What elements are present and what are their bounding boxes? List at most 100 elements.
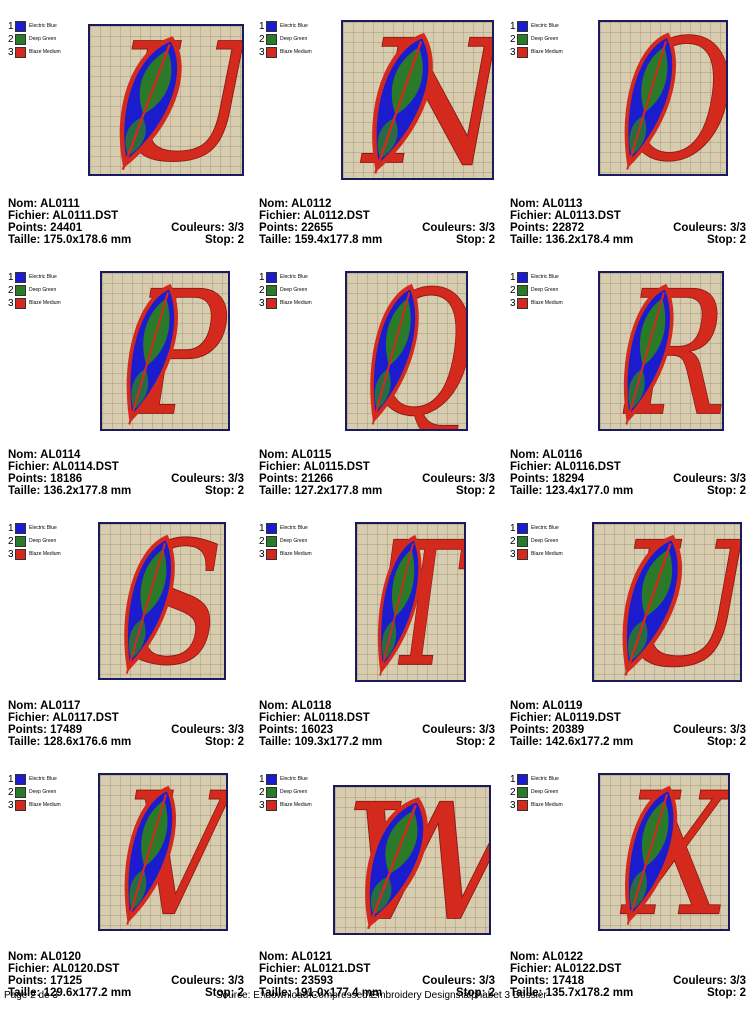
stop-count: Stop: 2 bbox=[456, 485, 495, 497]
thread-number: 1 bbox=[8, 773, 14, 785]
thread-number: 2 bbox=[8, 535, 14, 547]
embroidery-preview: N bbox=[341, 20, 494, 180]
thread-number: 3 bbox=[259, 799, 265, 811]
thread-name: Electric Blue bbox=[531, 776, 559, 782]
feather-motif bbox=[377, 534, 422, 676]
design-name: Nom: AL0111 bbox=[8, 198, 80, 210]
feather-motif bbox=[624, 32, 676, 171]
thread-swatch bbox=[266, 523, 277, 534]
thread-legend-item: 1 Electric Blue bbox=[510, 773, 590, 786]
thread-name: Deep Green bbox=[29, 789, 57, 795]
design-size: Taille: 175.0x178.6 mm bbox=[8, 234, 132, 246]
thread-swatch bbox=[266, 787, 277, 798]
feather-motif bbox=[622, 534, 682, 676]
stitch-count: Points: 17489 bbox=[8, 724, 83, 736]
color-count: Couleurs: 3/3 bbox=[171, 222, 244, 234]
thread-name: Electric Blue bbox=[280, 776, 308, 782]
thread-number: 3 bbox=[510, 46, 516, 58]
thread-name: Deep Green bbox=[531, 789, 559, 795]
thread-legend-item: 3 Blaze Medium bbox=[259, 297, 339, 310]
thread-number: 3 bbox=[259, 297, 265, 309]
thread-name: Deep Green bbox=[280, 287, 308, 293]
thread-swatch bbox=[517, 298, 528, 309]
design-name: Nom: AL0118 bbox=[259, 700, 332, 712]
thread-legend-item: 3 Blaze Medium bbox=[510, 46, 590, 59]
letter-artwork: R bbox=[622, 273, 722, 429]
design-name: Nom: AL0122 bbox=[510, 951, 584, 963]
letter-artwork: O bbox=[621, 22, 726, 174]
stitch-count: Points: 21266 bbox=[259, 473, 334, 485]
thread-name: Electric Blue bbox=[29, 274, 57, 280]
stop-count: Stop: 2 bbox=[205, 987, 244, 999]
letter-artwork: N bbox=[359, 22, 492, 178]
thread-legend-item: 2 Deep Green bbox=[510, 284, 590, 297]
embroidery-preview: U bbox=[592, 522, 742, 682]
design-info: Nom: AL0112 Fichier: AL0112.DST Points: 22… bbox=[259, 198, 495, 246]
design-file: Fichier: AL0118.DST bbox=[259, 712, 370, 724]
thread-number: 1 bbox=[510, 773, 516, 785]
thread-legend: 1 Electric Blue 2 Deep Green 3 Blaze Medium bbox=[8, 271, 88, 310]
color-count: Couleurs: 3/3 bbox=[422, 473, 495, 485]
thread-swatch bbox=[266, 21, 277, 32]
thread-legend: 1 Electric Blue 2 Deep Green 3 Blaze Medium bbox=[510, 522, 590, 561]
design-name: Nom: AL0113 bbox=[510, 198, 583, 210]
thread-name: Blaze Medium bbox=[531, 551, 563, 557]
design-size: Taille: 123.4x177.0 mm bbox=[510, 485, 634, 497]
embroidery-preview: W bbox=[333, 785, 491, 935]
thread-legend: 1 Electric Blue 2 Deep Green 3 Blaze Medium bbox=[8, 773, 88, 812]
thread-legend-item: 1 Electric Blue bbox=[259, 271, 339, 284]
color-count: Couleurs: 3/3 bbox=[171, 975, 244, 987]
letter-artwork: S bbox=[124, 524, 224, 678]
thread-name: Electric Blue bbox=[29, 776, 57, 782]
thread-name: Deep Green bbox=[29, 36, 57, 42]
design-name: Nom: AL0121 bbox=[259, 951, 333, 963]
thread-legend-item: 2 Deep Green bbox=[259, 284, 339, 297]
stitch-count: Points: 23593 bbox=[259, 975, 334, 987]
stop-count: Stop: 2 bbox=[205, 485, 244, 497]
design-info: Nom: AL0122 Fichier: AL0122.DST Points: 17… bbox=[510, 951, 746, 999]
thread-name: Deep Green bbox=[280, 538, 308, 544]
thread-name: Deep Green bbox=[29, 287, 57, 293]
design-file: Fichier: AL0120.DST bbox=[8, 963, 120, 975]
design-info: Nom: AL0117 Fichier: AL0117.DST Points: 17… bbox=[8, 700, 244, 748]
thread-number: 2 bbox=[259, 786, 265, 798]
design-info: Nom: AL0119 Fichier: AL0119.DST Points: 20… bbox=[510, 700, 746, 748]
thread-name: Blaze Medium bbox=[531, 300, 563, 306]
design-info: Nom: AL0115 Fichier: AL0115.DST Points: 21… bbox=[259, 449, 495, 497]
letter-artwork: X bbox=[619, 775, 728, 929]
thread-swatch bbox=[15, 272, 26, 283]
stop-count: Stop: 2 bbox=[205, 736, 244, 748]
stitch-count: Points: 17418 bbox=[510, 975, 585, 987]
thread-swatch bbox=[266, 800, 277, 811]
thread-name: Blaze Medium bbox=[29, 551, 61, 557]
thread-number: 3 bbox=[8, 46, 14, 58]
design-size: Taille: 136.2x177.8 mm bbox=[8, 485, 132, 497]
letter-artwork: P bbox=[126, 273, 228, 429]
stitch-count: Points: 20389 bbox=[510, 724, 585, 736]
embroidery-preview: X bbox=[598, 773, 730, 931]
embroidery-preview: Q bbox=[345, 271, 468, 431]
thread-swatch bbox=[266, 549, 277, 560]
letter-artwork: Q bbox=[367, 273, 466, 429]
thread-legend-item: 1 Electric Blue bbox=[510, 271, 590, 284]
feather-motif bbox=[124, 534, 175, 674]
design-info: Nom: AL0114 Fichier: AL0114.DST Points: 18… bbox=[8, 449, 244, 497]
thread-swatch bbox=[15, 787, 26, 798]
thread-legend-item: 2 Deep Green bbox=[259, 33, 339, 46]
thread-name: Electric Blue bbox=[280, 274, 308, 280]
thread-swatch bbox=[266, 774, 277, 785]
page-number: Page 2 de 3 bbox=[4, 990, 58, 1001]
thread-number: 2 bbox=[259, 535, 265, 547]
thread-legend: 1 Electric Blue 2 Deep Green 3 Blaze Medium bbox=[8, 522, 88, 561]
letter-artwork: U bbox=[616, 524, 740, 680]
thread-number: 3 bbox=[259, 46, 265, 58]
thread-name: Electric Blue bbox=[29, 525, 57, 531]
thread-swatch bbox=[15, 523, 26, 534]
design-card: 1 Electric Blue 2 Deep Green 3 Blaze Medium T N… bbox=[255, 516, 501, 758]
thread-swatch bbox=[15, 285, 26, 296]
design-size: Taille: 135.7x178.2 mm bbox=[510, 987, 634, 999]
stitch-count: Points: 18186 bbox=[8, 473, 83, 485]
thread-swatch bbox=[517, 34, 528, 45]
thread-number: 3 bbox=[8, 548, 14, 560]
